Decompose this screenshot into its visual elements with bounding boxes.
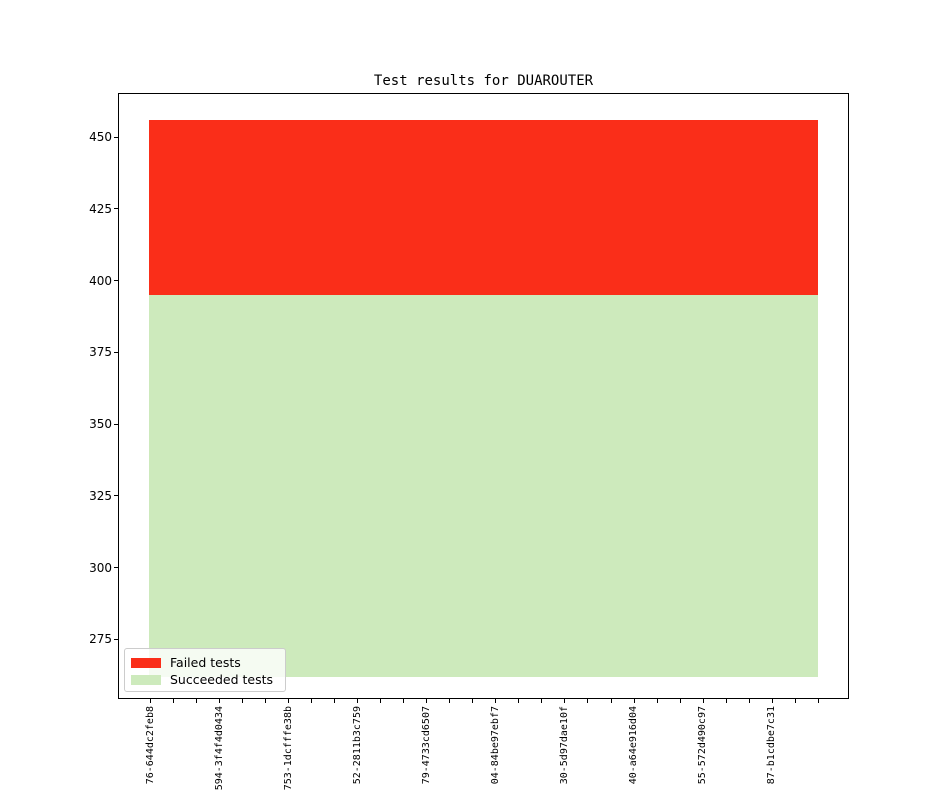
x-tick-label: 30-5d97dae10f bbox=[558, 706, 570, 785]
x-tick-mark bbox=[426, 699, 428, 703]
x-tick-label: 87-b1cdbe7c31 bbox=[766, 706, 778, 785]
y-tick-mark bbox=[114, 136, 118, 138]
x-tick-label: 753-1dcfffe38b bbox=[282, 706, 294, 790]
y-tick-label: 450 bbox=[89, 130, 112, 145]
y-tick-label: 275 bbox=[89, 632, 112, 647]
plot-area bbox=[118, 93, 849, 699]
x-tick-mark bbox=[725, 699, 727, 703]
legend-entry-failed: Failed tests bbox=[131, 655, 285, 671]
x-tick-label: 40-a64e916d04 bbox=[628, 706, 639, 785]
x-tick-mark bbox=[794, 699, 796, 703]
y-tick-mark bbox=[114, 638, 118, 640]
x-tick-mark bbox=[702, 699, 704, 703]
failed-tests-swatch bbox=[131, 658, 161, 668]
y-tick-mark bbox=[114, 280, 118, 282]
x-tick-mark bbox=[633, 699, 635, 703]
x-tick-mark bbox=[265, 699, 267, 703]
x-tick-mark bbox=[518, 699, 520, 703]
x-tick-label: 04-84be97ebf7 bbox=[489, 706, 501, 785]
x-tick-mark bbox=[380, 699, 382, 703]
y-tick-label: 425 bbox=[89, 201, 112, 216]
x-tick-mark bbox=[449, 699, 451, 703]
x-tick-mark bbox=[541, 699, 543, 703]
x-tick-label: 52-2811b3c759 bbox=[351, 706, 363, 785]
y-tick-mark bbox=[114, 351, 118, 353]
x-tick-mark bbox=[173, 699, 175, 703]
x-tick-label: 594-3f4f4d0434 bbox=[213, 706, 225, 790]
legend-label-succeeded: Succeeded tests bbox=[170, 672, 274, 687]
y-tick-label: 325 bbox=[89, 488, 112, 503]
succeeded-tests-swatch bbox=[131, 675, 161, 685]
x-tick-mark bbox=[748, 699, 750, 703]
x-tick-mark bbox=[679, 699, 681, 703]
x-tick-label: 55-572d490c97 bbox=[697, 706, 709, 785]
legend: Failed tests Succeeded tests bbox=[124, 648, 286, 692]
x-tick-label: 79-4733cd6507 bbox=[420, 706, 432, 785]
chart-title: Test results for DUAROUTER bbox=[373, 73, 594, 89]
y-tick-mark bbox=[114, 423, 118, 425]
x-tick-mark bbox=[817, 699, 819, 703]
y-tick-mark bbox=[114, 495, 118, 497]
succeeded-tests-area bbox=[148, 295, 819, 677]
x-tick-mark bbox=[196, 699, 198, 703]
failed-tests-area bbox=[148, 119, 819, 295]
x-tick-mark bbox=[656, 699, 658, 703]
x-tick-mark bbox=[242, 699, 244, 703]
y-tick-label: 400 bbox=[89, 273, 112, 288]
legend-label-failed: Failed tests bbox=[170, 655, 241, 670]
y-tick-mark bbox=[114, 567, 118, 569]
x-tick-mark bbox=[334, 699, 336, 703]
x-tick-mark bbox=[472, 699, 474, 703]
x-tick-mark bbox=[403, 699, 405, 703]
x-tick-mark bbox=[610, 699, 612, 703]
y-tick-label: 375 bbox=[89, 345, 112, 360]
x-tick-mark bbox=[495, 699, 497, 703]
x-tick-mark bbox=[311, 699, 313, 703]
y-tick-mark bbox=[114, 208, 118, 210]
x-tick-mark bbox=[564, 699, 566, 703]
x-tick-mark bbox=[357, 699, 359, 703]
x-tick-mark bbox=[771, 699, 773, 703]
x-tick-label: 76-644dc2feb8 bbox=[144, 706, 156, 785]
x-tick-mark bbox=[587, 699, 589, 703]
y-tick-label: 300 bbox=[89, 560, 112, 575]
x-tick-mark bbox=[288, 699, 290, 703]
legend-entry-succeeded: Succeeded tests bbox=[131, 672, 285, 688]
x-tick-mark bbox=[150, 699, 152, 703]
y-tick-label: 350 bbox=[89, 417, 112, 432]
x-tick-mark bbox=[219, 699, 221, 703]
